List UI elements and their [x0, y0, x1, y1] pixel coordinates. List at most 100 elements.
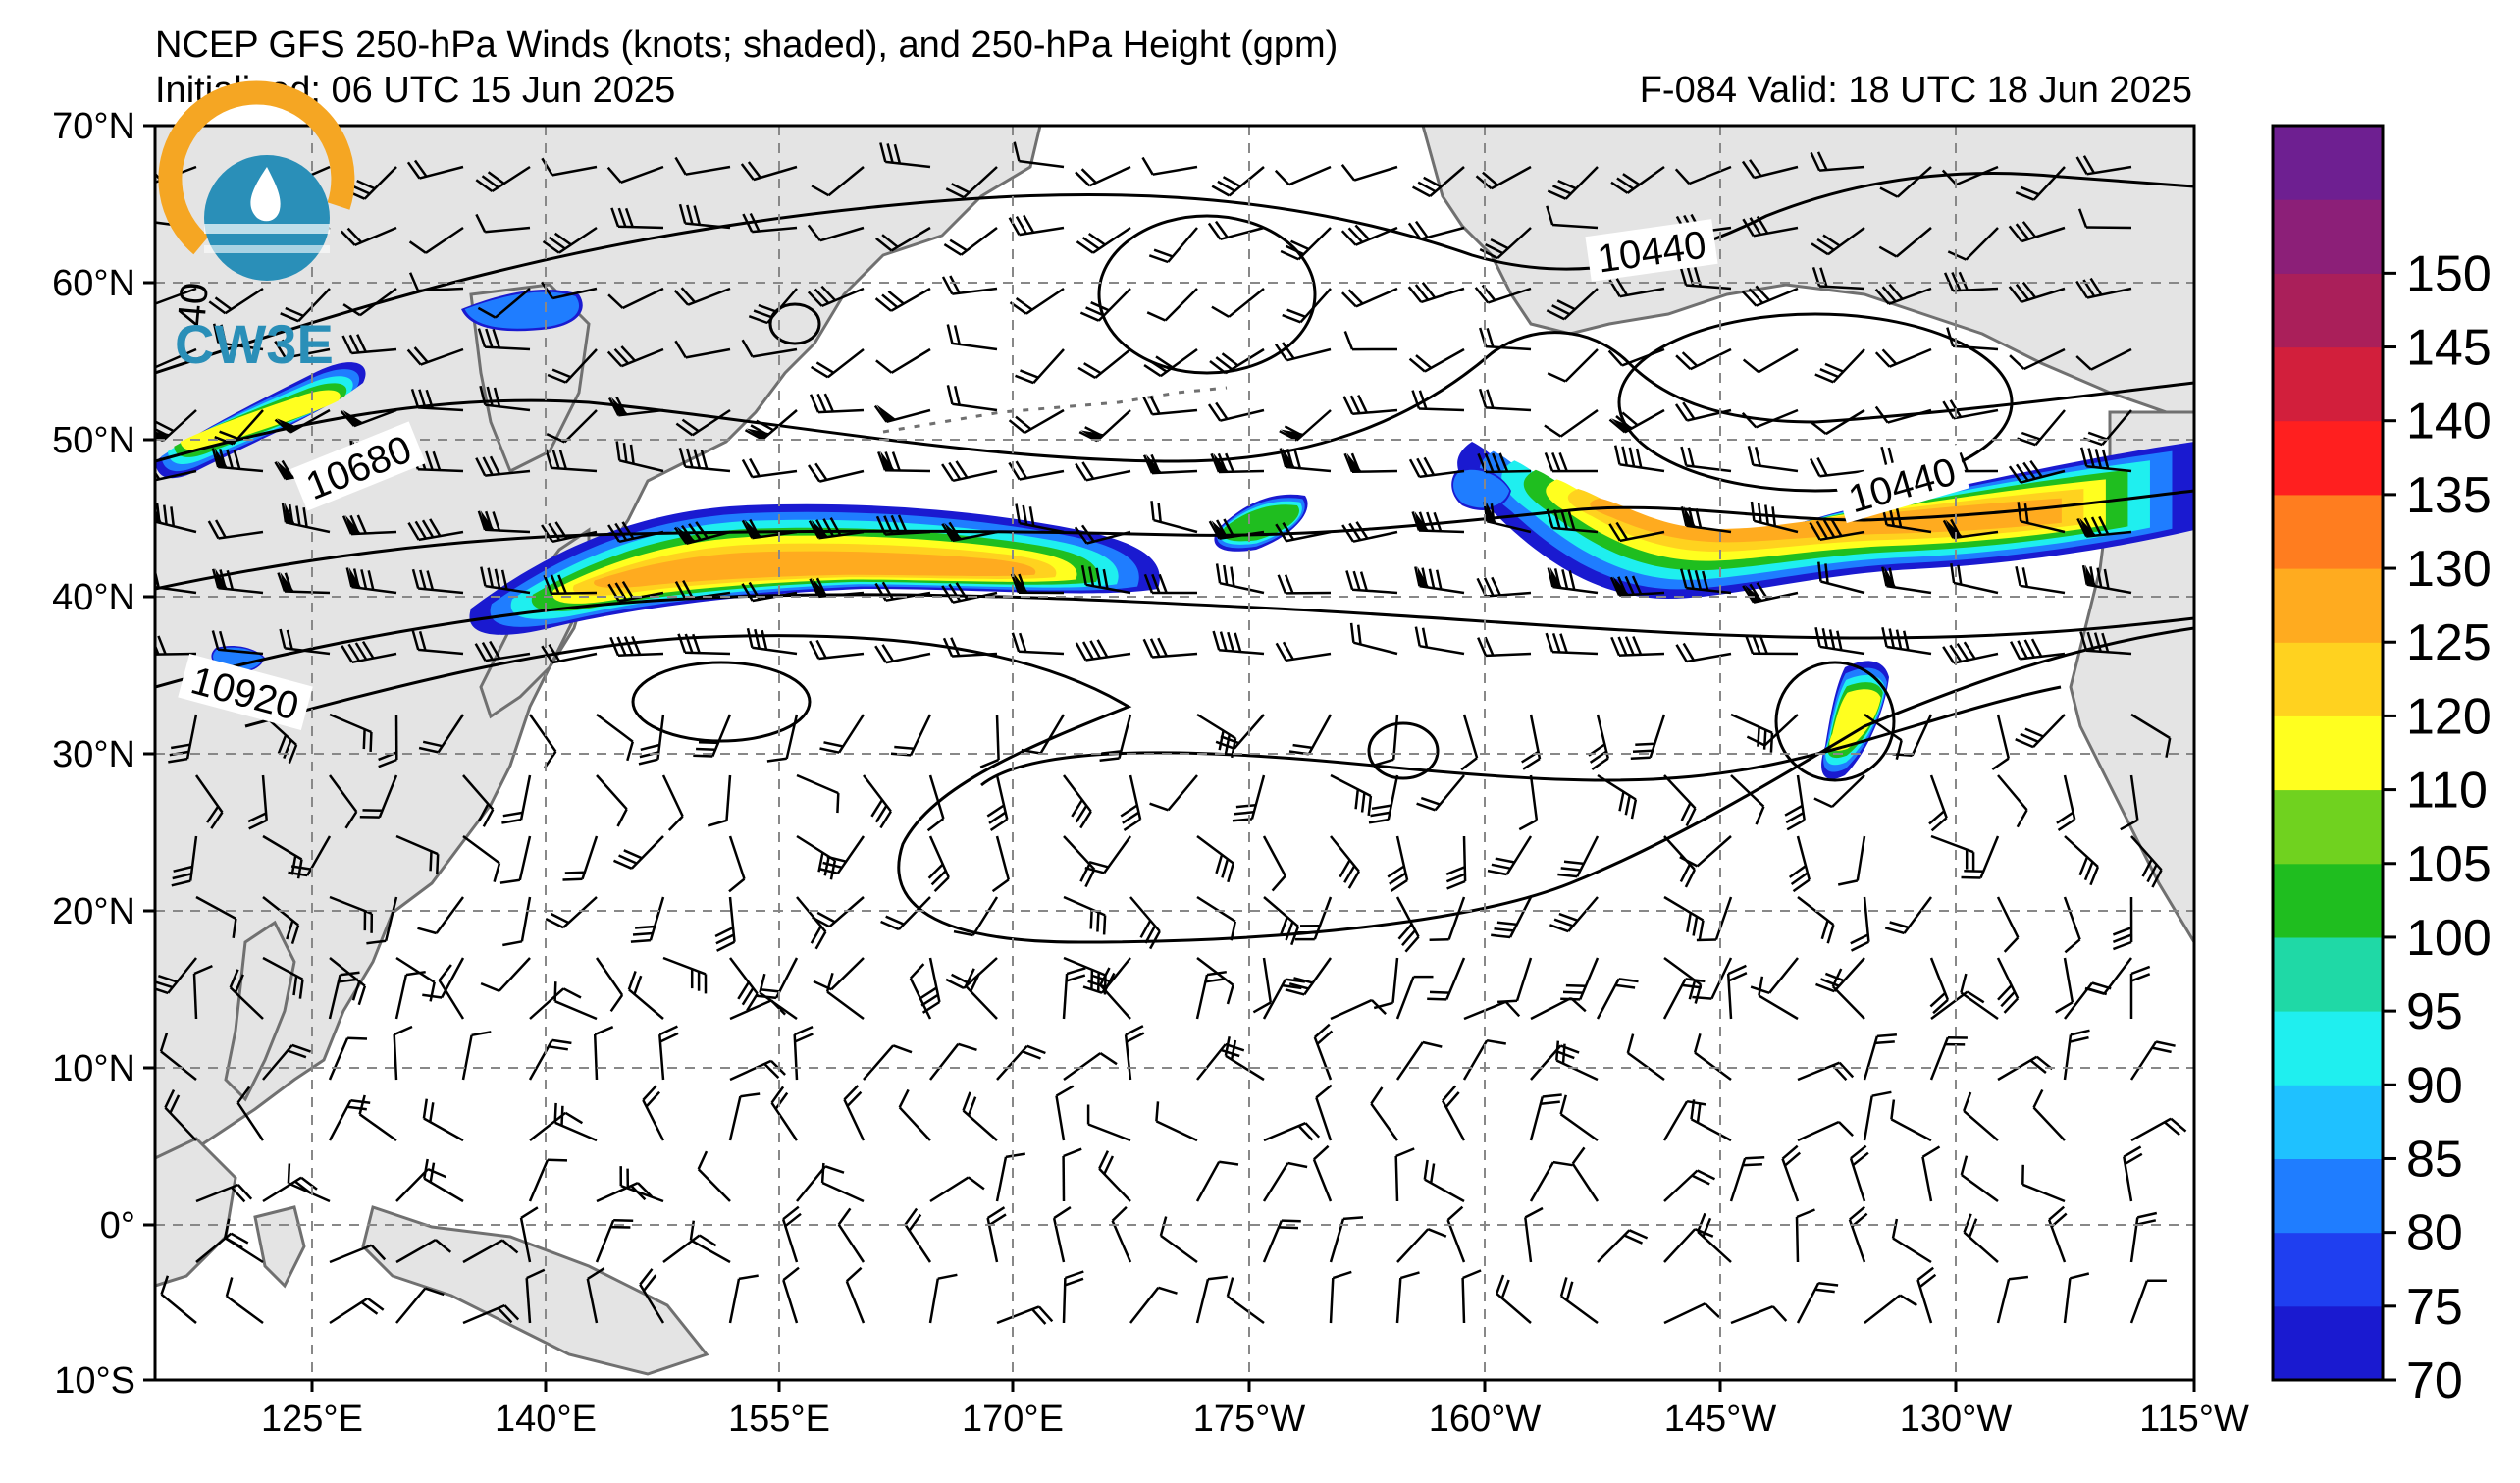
wind-barb: [1262, 978, 1306, 1020]
wind-barb: [395, 1167, 446, 1202]
wind-barb: [1063, 956, 1107, 995]
wind-barb: [1196, 895, 1237, 941]
lon-label: 125°E: [261, 1399, 363, 1440]
wind-barb: [863, 774, 892, 829]
wind-barb: [1996, 896, 2020, 953]
wind-barb: [545, 896, 598, 929]
wind-barb: [662, 956, 708, 994]
wind-barb: [2017, 409, 2066, 447]
wind-barb: [2009, 347, 2066, 371]
wind-barb: [2015, 714, 2066, 749]
wind-barb: [438, 964, 465, 1020]
wind-barb: [1680, 506, 1732, 534]
wind-barb: [223, 1218, 264, 1264]
wind-barb: [171, 835, 198, 887]
wind-barb: [596, 713, 635, 762]
wind-barb: [1330, 998, 1387, 1021]
wind-barb: [1863, 1033, 1897, 1081]
wind-barb: [1726, 964, 1748, 1020]
wind-barb: [274, 339, 331, 359]
wind-barb: [2021, 1164, 2066, 1203]
wind-barb: [1960, 1155, 1999, 1203]
wind-barb: [1423, 1159, 1465, 1203]
wind-speed-band: [1222, 504, 1299, 542]
wind-barb: [1142, 396, 1198, 416]
wind-barb: [519, 1206, 539, 1263]
wind-barb: [225, 1277, 264, 1325]
colorbar-tick-label: 145: [2406, 320, 2492, 377]
wind-barb: [1076, 226, 1131, 254]
wind-barb: [1941, 165, 1999, 186]
wind-barb: [1195, 1275, 1228, 1324]
colorbar-tick-label: 95: [2406, 983, 2463, 1040]
wind-barb: [1395, 896, 1420, 953]
wind-barb: [995, 1152, 1026, 1202]
wind-barb: [1626, 1033, 1665, 1082]
wind-barb: [728, 1274, 759, 1324]
wind-barb: [770, 1086, 799, 1141]
wind-barb: [2075, 155, 2132, 176]
wind-barb: [1013, 141, 1065, 169]
wind-barb: [1530, 996, 1587, 1021]
colorbar-swatch: [2273, 568, 2383, 643]
wind-barb: [501, 774, 532, 824]
wind-barb: [1788, 835, 1811, 893]
wind-barb: [329, 713, 373, 752]
wind-barb: [1099, 967, 1131, 1020]
wind-barb: [1262, 1161, 1308, 1202]
wind-barb: [262, 956, 304, 999]
wind-barb: [411, 568, 464, 595]
wind-barb: [1098, 1150, 1131, 1202]
wind-barb: [462, 834, 501, 882]
wind-barb: [945, 957, 998, 990]
wind-barb: [2129, 1279, 2167, 1324]
wind-speed-band: [1453, 469, 1510, 508]
wind-barb: [2055, 957, 2074, 1014]
wind-barb: [1547, 166, 1599, 200]
wind-barb: [1008, 408, 1065, 434]
wind-barb: [1921, 1145, 1941, 1202]
wind-barb: [1143, 347, 1198, 378]
map-content: 10680 10920 10440 10440 40: [155, 126, 2194, 1380]
wind-barb: [562, 835, 599, 881]
wind-barb: [1208, 518, 1265, 540]
wind-barb: [529, 1111, 584, 1141]
wind-barb: [287, 1163, 331, 1203]
wind-barb: [1370, 1086, 1399, 1141]
wind-barb: [1696, 896, 1733, 942]
wind-barb: [2063, 1029, 2090, 1081]
wind-barb: [2008, 281, 2066, 303]
wind-barb: [1878, 227, 1932, 258]
wind-barb: [1462, 1038, 1507, 1081]
colorbar-swatch: [2273, 126, 2383, 200]
wind-barb: [2130, 835, 2163, 888]
wind-barb: [2076, 515, 2132, 538]
wind-barb: [1850, 896, 1870, 952]
wind-barb: [1809, 457, 1865, 478]
wind-barb: [675, 408, 731, 437]
wind-barb: [2123, 1145, 2143, 1202]
wind-barb: [1864, 713, 1903, 761]
wind-barb: [547, 348, 598, 384]
wind-barb: [1062, 967, 1086, 1020]
wind-barb: [1559, 1277, 1599, 1325]
wind-barb: [155, 957, 197, 995]
wind-barb: [1011, 632, 1065, 656]
wind-barb: [1209, 347, 1265, 375]
wind-barb: [342, 287, 397, 317]
wind-barb: [1547, 567, 1599, 595]
wind-barb: [728, 835, 746, 893]
height-contours: [155, 171, 2194, 944]
wind-barb: [1279, 409, 1332, 442]
wind-barb: [462, 1239, 519, 1264]
wind-barb: [1693, 1033, 1732, 1082]
wind-barb: [595, 1219, 634, 1263]
wind-barb: [329, 1244, 387, 1264]
wind-barb: [553, 1102, 598, 1142]
wind-barb: [1813, 774, 1865, 809]
wind-barb: [818, 835, 866, 875]
wind-barb: [875, 347, 931, 374]
wind-barb: [358, 1094, 397, 1142]
wind-barb: [2009, 638, 2066, 661]
wind-barb: [807, 285, 865, 308]
